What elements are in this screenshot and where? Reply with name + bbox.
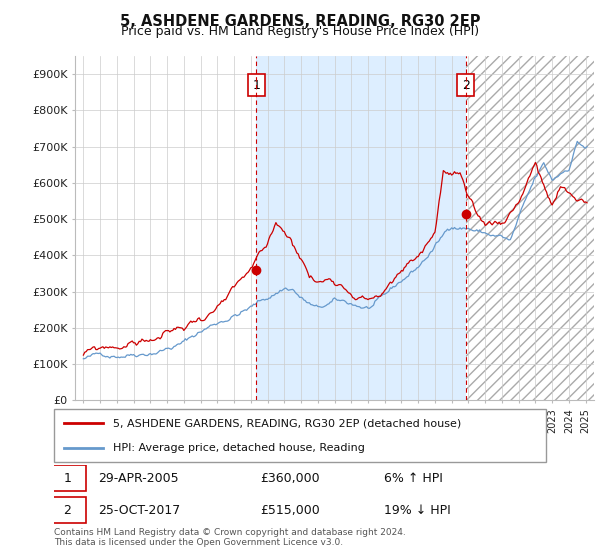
Text: 1: 1 xyxy=(253,78,260,91)
FancyBboxPatch shape xyxy=(49,497,86,523)
FancyBboxPatch shape xyxy=(54,409,546,462)
Bar xyxy=(466,56,594,400)
Text: 5, ASHDENE GARDENS, READING, RG30 2EP: 5, ASHDENE GARDENS, READING, RG30 2EP xyxy=(120,14,480,29)
Text: 29-APR-2005: 29-APR-2005 xyxy=(98,472,179,485)
Text: £360,000: £360,000 xyxy=(260,472,320,485)
Bar xyxy=(466,56,594,400)
Text: 2: 2 xyxy=(461,78,470,91)
Text: Price paid vs. HM Land Registry's House Price Index (HPI): Price paid vs. HM Land Registry's House … xyxy=(121,25,479,38)
FancyBboxPatch shape xyxy=(49,465,86,491)
Text: 1: 1 xyxy=(64,472,71,485)
Text: 25-OCT-2017: 25-OCT-2017 xyxy=(98,503,181,516)
Text: HPI: Average price, detached house, Reading: HPI: Average price, detached house, Read… xyxy=(113,442,365,452)
Text: 2: 2 xyxy=(64,503,71,516)
Text: 5, ASHDENE GARDENS, READING, RG30 2EP (detached house): 5, ASHDENE GARDENS, READING, RG30 2EP (d… xyxy=(113,418,461,428)
Text: £515,000: £515,000 xyxy=(260,503,320,516)
Text: Contains HM Land Registry data © Crown copyright and database right 2024.
This d: Contains HM Land Registry data © Crown c… xyxy=(54,528,406,547)
Text: 6% ↑ HPI: 6% ↑ HPI xyxy=(383,472,443,485)
Bar xyxy=(256,56,466,400)
Text: 19% ↓ HPI: 19% ↓ HPI xyxy=(383,503,451,516)
